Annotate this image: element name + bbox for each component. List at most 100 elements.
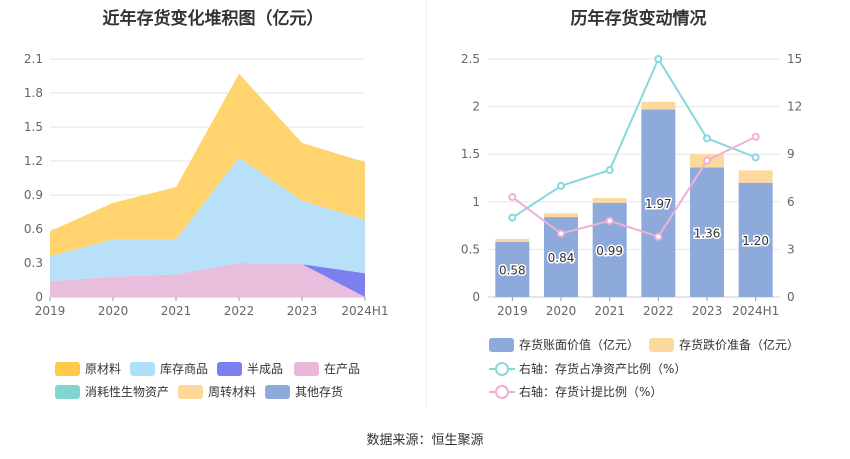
x-tick-label: 2020 — [98, 304, 129, 318]
x-tick-label: 2019 — [35, 304, 66, 318]
legend-item-semi-finished[interactable]: 半成品 — [217, 360, 283, 377]
legend-label: 右轴：存货占净资产比例（%） — [519, 362, 687, 376]
legend-swatch — [217, 361, 242, 376]
legend-item-other-inventory[interactable]: 其他存货 — [265, 383, 343, 400]
y-tick-label: 1.8 — [24, 86, 43, 100]
legend-label: 在产品 — [324, 362, 361, 376]
legend-item-finished-goods[interactable]: 库存商品 — [130, 360, 208, 377]
line-point — [654, 55, 663, 63]
x-tick-label: 2023 — [287, 304, 318, 318]
y-right-tick-label: 0 — [787, 290, 795, 304]
legend-swatch — [489, 337, 514, 352]
bar-impairment — [738, 170, 773, 183]
legend-swatch — [130, 361, 155, 376]
line-point — [557, 181, 565, 190]
y-left-tick-label: 2 — [472, 100, 480, 114]
legend-label: 周转材料 — [208, 385, 257, 399]
area-series-3 — [50, 73, 365, 257]
y-right-tick-label: 9 — [787, 147, 795, 161]
y-tick-label: 1.2 — [24, 154, 43, 168]
x-tick-label: 2024H1 — [341, 304, 388, 318]
line-point — [557, 229, 565, 238]
line-point — [654, 232, 663, 241]
area-series-0 — [50, 263, 365, 297]
bar-book-value — [738, 182, 773, 297]
legend-item-bio-assets[interactable]: 消耗性生物资产 — [55, 383, 169, 400]
x-tick-label: 2021 — [594, 304, 625, 318]
y-left-tick-label: 1.5 — [461, 147, 480, 161]
legend-label: 库存商品 — [160, 362, 209, 376]
x-tick-label: 2022 — [224, 304, 255, 318]
legend-label: 存货账面价值（亿元） — [519, 338, 640, 352]
y-left-tick-label: 1 — [472, 195, 480, 209]
x-tick-label: 2023 — [692, 304, 723, 318]
panel-divider — [426, 0, 427, 408]
y-tick-label: 0 — [35, 290, 43, 304]
x-tick-label: 2024H1 — [732, 304, 779, 318]
y-right-tick-label: 3 — [787, 242, 795, 256]
y-right-tick-label: 15 — [787, 52, 802, 66]
legend-item-book-value[interactable]: 存货账面价值（亿元） — [489, 336, 639, 353]
bar-impairment — [641, 101, 676, 110]
bar-book-value — [641, 109, 676, 298]
legend-swatch — [649, 337, 674, 352]
left-chart-title: 近年存货变化堆积图（亿元） — [102, 9, 324, 29]
y-left-tick-label: 0 — [472, 290, 480, 304]
legend-label: 其他存货 — [295, 385, 344, 399]
line-point — [751, 132, 760, 141]
legend-line-swatch — [489, 384, 515, 399]
legend-line-swatch — [489, 361, 515, 376]
right-chart-title: 历年存货变动情况 — [570, 9, 707, 29]
bar-impairment — [495, 238, 530, 242]
x-tick-label: 2019 — [497, 304, 528, 318]
legend-label: 右轴：存货计提比例（%） — [519, 385, 663, 399]
line-point — [703, 156, 711, 165]
legend-swatch — [55, 384, 80, 399]
bar-data-label: 0.84 — [548, 251, 575, 265]
bar-data-label: 0.99 — [596, 244, 623, 258]
bar-book-value — [690, 167, 724, 297]
legend-item-net-asset-ratio[interactable]: 右轴：存货占净资产比例（%） — [489, 360, 686, 377]
y-right-tick-label: 12 — [787, 100, 802, 114]
legend-item-impairment[interactable]: 存货跌价准备（亿元） — [649, 336, 799, 353]
y-tick-label: 1.5 — [24, 120, 43, 134]
bar-impairment — [592, 197, 627, 203]
line-point — [751, 153, 760, 162]
y-left-tick-label: 2.5 — [461, 52, 480, 66]
line-point — [508, 213, 517, 222]
legend-item-provision-ratio[interactable]: 右轴：存货计提比例（%） — [489, 383, 662, 400]
x-tick-label: 2021 — [161, 304, 192, 318]
data-source-note: 数据来源：恒生聚源 — [366, 433, 484, 448]
legend-label: 原材料 — [85, 362, 122, 376]
bar-data-label: 1.36 — [694, 226, 721, 240]
line-point — [508, 193, 517, 202]
x-tick-label: 2020 — [546, 304, 577, 318]
legend-label: 消耗性生物资产 — [85, 385, 170, 399]
legend-item-wip[interactable]: 在产品 — [294, 360, 360, 377]
legend-swatch — [178, 384, 203, 399]
y-tick-label: 2.1 — [24, 52, 43, 66]
area-series-2 — [50, 157, 365, 282]
legend-label: 半成品 — [247, 362, 284, 376]
legend-swatch — [294, 361, 319, 376]
line-point — [703, 134, 711, 143]
y-tick-label: 0.9 — [24, 188, 43, 202]
line-series-0 — [511, 56, 757, 219]
legend-swatch — [265, 384, 290, 399]
y-right-tick-label: 6 — [787, 195, 795, 209]
bar-data-label: 1.97 — [645, 197, 672, 211]
legend-item-raw-material[interactable]: 原材料 — [55, 360, 121, 377]
line-series-1 — [511, 135, 757, 238]
y-left-tick-label: 0.5 — [461, 242, 480, 256]
bar-book-value — [495, 241, 530, 297]
y-tick-label: 0.6 — [24, 222, 43, 236]
y-tick-label: 0.3 — [24, 256, 43, 270]
legend-item-turnover-materials[interactable]: 周转材料 — [178, 383, 256, 400]
bar-impairment — [544, 213, 578, 218]
line-point — [605, 216, 614, 225]
line-point — [605, 166, 614, 175]
bar-data-label: 1.20 — [742, 234, 769, 248]
legend-swatch — [55, 361, 80, 376]
x-tick-label: 2022 — [643, 304, 674, 318]
